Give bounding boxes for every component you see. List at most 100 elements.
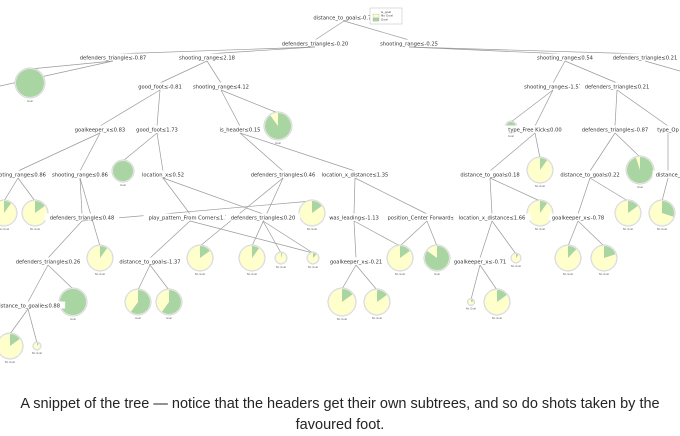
split-node-bg (44, 213, 120, 221)
split-node-bg (455, 170, 525, 178)
tree-edge (156, 132, 164, 172)
split-node: goalkeeper_x≤0.83 (72, 125, 128, 133)
leaf-node: No Goal (590, 244, 618, 276)
tree-edge (479, 220, 493, 259)
leaf-pie-goal-slice (161, 290, 182, 314)
leaf-node: No Goal (86, 244, 114, 276)
tree-edge (353, 177, 356, 215)
split-node: shooting_range≤0.86 (49, 170, 111, 178)
tree-edge (29, 60, 114, 70)
leaf-pie-goal-slice (313, 253, 317, 258)
leaf-node: No Goal (274, 251, 288, 269)
split-node-bg (520, 82, 586, 90)
split-node: defenders_triangle≤0.48 (44, 213, 120, 221)
tree-edge (47, 220, 83, 259)
split-node: distance_to_goal≤0.22 (555, 170, 625, 178)
leaf-node: No Goal (363, 288, 391, 320)
leaf-pie-goal-slice (497, 290, 507, 302)
split-condition-label: defenders_triangle≤0.21 (585, 84, 650, 90)
split-node: defenders_triangle≤0.46 (245, 170, 321, 178)
tree-edge (189, 220, 314, 254)
split-node-bg (534, 53, 596, 61)
tree-edge (112, 46, 316, 55)
leaf-class-label: No Goal (535, 184, 546, 188)
leaf-class-label: No Goal (276, 265, 287, 269)
split-node: good_foot≤1.73 (133, 125, 181, 133)
tree-edge (162, 177, 191, 215)
split-node-bg (316, 170, 394, 178)
tree-edge (616, 89, 669, 127)
leaf-pie-goal-slice (604, 246, 616, 258)
tree-edge (239, 132, 356, 172)
leaf-pie-goal-slice (130, 290, 151, 314)
tree-split-nodes: distance_to_goal≤-0.79 defenders_triangle… (0, 13, 680, 309)
split-node: distance_to_goal≤-0.79 (308, 13, 380, 21)
split-node: shooting_range≤-1.57 (520, 82, 586, 90)
tree-edge (354, 177, 428, 215)
leaf-pie-goal (113, 161, 133, 181)
leaf-pie-goal-slice (662, 201, 674, 217)
split-node-bg (0, 170, 49, 178)
tree-edge (79, 177, 83, 215)
split-condition-label: location_x_distance≤1.66 (459, 215, 526, 221)
split-node-bg (114, 257, 186, 265)
leaf-pie-goal-slice (265, 113, 292, 140)
leaf-class-label: Goal (120, 183, 126, 187)
tree-edge (122, 132, 158, 162)
split-condition-label: position_Center Forward≤0.03 (387, 215, 466, 221)
leaf-class-label: No Goal (195, 272, 206, 276)
split-condition-label: defenders_triangle≤0.21 (613, 55, 678, 61)
tree-edge (491, 220, 517, 255)
leaf-class-label: Goal (27, 99, 33, 103)
leaf-class-label: No Goal (308, 265, 319, 269)
legend-swatch (372, 17, 380, 22)
leaf-node: Goal (155, 288, 183, 320)
leaf-pie-goal-slice (425, 246, 450, 271)
tree-edge (426, 220, 438, 247)
split-node-bg (72, 125, 128, 133)
split-node-bg (326, 257, 386, 265)
split-node: defenders_triangle≤0.21 (607, 53, 680, 61)
tree-edge (470, 264, 481, 300)
tree-edge (534, 89, 554, 127)
leaf-node: No Goal (32, 341, 42, 355)
leaf-node: No Goal (0, 332, 24, 364)
tree-edge (3, 177, 19, 202)
split-condition-label: play_pattern_From Corner≤1.71 (148, 215, 231, 221)
leaf-pie-goal-slice (312, 201, 322, 213)
split-condition-label: type_Op (657, 127, 679, 133)
tree-edge (534, 132, 541, 159)
split-condition-label: defenders_triangle≤-0.20 (282, 41, 348, 47)
tree-edge (614, 132, 641, 158)
leaf-pie-goal-slice (200, 246, 210, 258)
tree-edge (408, 46, 566, 55)
split-node-bg (576, 125, 654, 133)
split-node-bg (453, 213, 531, 221)
tree-edge (661, 177, 669, 202)
leaf-pie-goal (60, 289, 86, 315)
tree-edge (47, 264, 74, 290)
leaf-pie-goal-slice (37, 343, 39, 346)
tree-edge (399, 220, 428, 247)
tree-edge (353, 220, 357, 259)
leaf-node: No Goal (466, 298, 476, 311)
split-condition-label: location_x_distance≤1.35 (322, 172, 389, 178)
tree-edge (353, 220, 401, 247)
leaf-class-label: No Goal (0, 227, 9, 231)
split-node: defenders_triangle≤-0.20 (276, 39, 354, 47)
leaf-pie-no-goal (0, 201, 16, 225)
split-condition-label: is_header≤0.15 (220, 127, 261, 133)
split-node-bg (607, 53, 680, 61)
split-node: distance_to_goal≤0.18 (455, 170, 525, 178)
split-condition-label: defenders_triangle≤-0.87 (80, 55, 146, 61)
tree-edge (79, 177, 101, 247)
leaf-class-label: Goal (637, 185, 643, 189)
split-node-bg (652, 170, 680, 178)
split-condition-label: shooting_range≤0.86 (52, 172, 108, 178)
leaf-node: No Goal (614, 199, 642, 231)
tree-edge (355, 264, 378, 291)
leaf-class-label: No Goal (30, 227, 41, 231)
split-condition-label: shooting_range≤-1.57 (524, 84, 582, 90)
leaf-node: Goal (124, 288, 152, 320)
